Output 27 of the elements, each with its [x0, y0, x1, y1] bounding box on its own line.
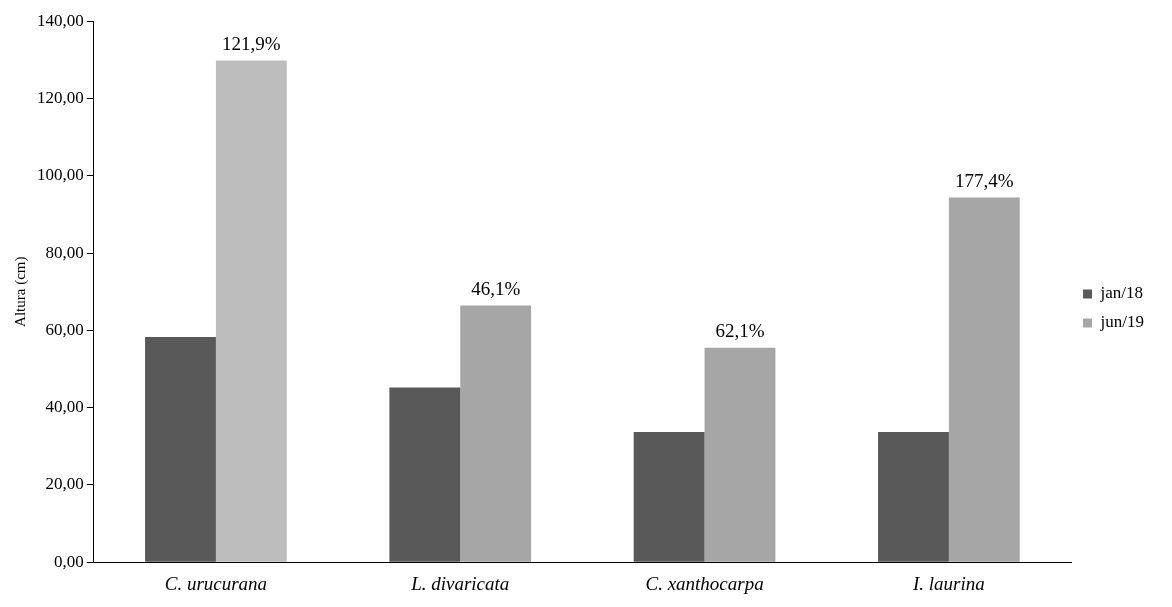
y-tick-label: 20,00: [45, 474, 84, 494]
annotation: 177,4%: [955, 169, 1014, 191]
y-tick-label: 100,00: [37, 165, 84, 185]
x-tick-label: C. urucurana: [164, 572, 268, 594]
y-tick-label: 140,00: [37, 10, 84, 30]
bar: [633, 431, 705, 562]
y-axis-title: Altura (cm): [11, 256, 29, 327]
y-tick-label: 40,00: [45, 397, 84, 417]
annotation: 62,1%: [715, 320, 765, 342]
legend-label: jan/18: [1099, 283, 1144, 303]
y-tick-label: 60,00: [45, 319, 84, 339]
y-tick-label: 120,00: [37, 87, 84, 107]
y-tick-label: 0,00: [54, 551, 84, 571]
x-tick-label: I. laurina: [912, 572, 985, 594]
y-tick-label: 80,00: [45, 242, 84, 262]
x-tick-label: L. divaricata: [410, 572, 510, 594]
bar: [878, 431, 949, 562]
x-tick-label: C. xanthocarpa: [645, 572, 764, 594]
bar: [145, 336, 216, 562]
bar: [948, 197, 1020, 562]
annotation: 121,9%: [222, 33, 281, 55]
bar: [215, 60, 287, 562]
annotation: 46,1%: [471, 278, 521, 300]
bar: [389, 387, 461, 562]
bar: [704, 347, 776, 562]
bar: [460, 305, 532, 562]
legend-label: jun/19: [1099, 312, 1145, 332]
